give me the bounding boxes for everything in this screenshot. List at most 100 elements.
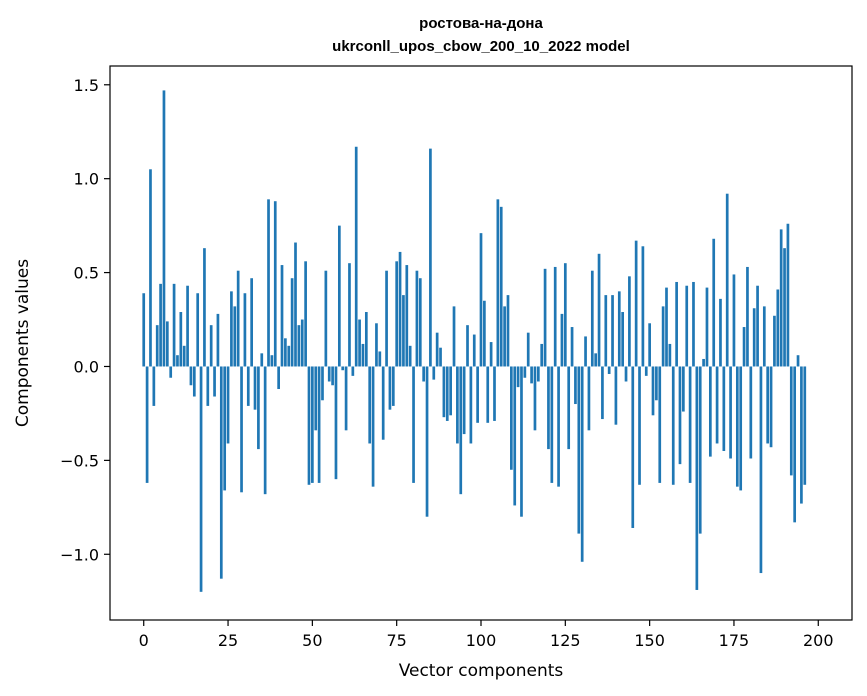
- bar: [469, 366, 473, 444]
- bar: [429, 148, 432, 367]
- bar: [472, 334, 476, 367]
- bar: [354, 146, 358, 367]
- bar: [641, 246, 645, 367]
- y-axis-label: Components values: [13, 259, 33, 427]
- bar: [658, 366, 662, 483]
- y-tick-label: 1.5: [74, 76, 99, 95]
- x-tick-label: 75: [387, 631, 407, 650]
- bar: [243, 293, 247, 367]
- bar: [422, 366, 426, 382]
- bar: [570, 327, 574, 367]
- bar: [155, 325, 159, 367]
- bar: [476, 366, 479, 423]
- bar: [540, 343, 544, 367]
- bar: [368, 366, 372, 444]
- bar: [287, 345, 291, 367]
- bar: [550, 366, 554, 483]
- bar: [776, 289, 780, 367]
- bar: [398, 251, 402, 367]
- bar: [364, 312, 368, 367]
- bar: [597, 253, 601, 367]
- bar: [149, 169, 152, 367]
- bar: [715, 366, 719, 444]
- bar: [412, 366, 415, 483]
- bar: [418, 278, 422, 367]
- bar: [425, 366, 429, 517]
- bar: [385, 270, 388, 367]
- bar: [267, 199, 270, 367]
- bar: [348, 263, 351, 367]
- bar: [729, 366, 732, 459]
- bar: [159, 283, 162, 367]
- x-tick-label: 150: [634, 631, 665, 650]
- bar: [719, 298, 722, 367]
- bar: [695, 366, 699, 590]
- bar: [486, 366, 490, 423]
- bar: [698, 366, 702, 534]
- bar: [246, 366, 250, 406]
- bar: [240, 366, 243, 493]
- bar: [206, 366, 210, 406]
- bar: [331, 366, 334, 386]
- bar: [203, 248, 206, 367]
- bar: [708, 366, 712, 457]
- bar: [692, 281, 695, 367]
- bar: [196, 293, 200, 367]
- x-tick-label: 125: [550, 631, 581, 650]
- bar: [493, 366, 496, 421]
- bar: [466, 325, 469, 367]
- bar: [415, 270, 419, 367]
- bar: [665, 287, 668, 367]
- bar: [176, 355, 179, 367]
- bar: [327, 366, 331, 382]
- y-axis-ticks: −1.0 −0.5 0.0 0.5 1.0 1.5: [60, 76, 110, 564]
- bar: [456, 366, 459, 444]
- x-axis-label: Vector components: [399, 661, 564, 681]
- bar: [142, 293, 146, 367]
- bar: [324, 270, 328, 367]
- bar: [395, 261, 399, 367]
- bar: [226, 366, 230, 444]
- bar: [702, 358, 705, 367]
- bar: [577, 366, 581, 534]
- bar: [459, 366, 463, 495]
- bar: [388, 366, 392, 410]
- bar: [284, 338, 287, 367]
- bar: [530, 366, 533, 384]
- bar: [321, 366, 324, 401]
- bar: [800, 366, 803, 504]
- bar: [793, 366, 797, 523]
- bar: [638, 366, 641, 485]
- bar: [435, 332, 439, 367]
- bar: [773, 315, 776, 367]
- bar: [722, 366, 726, 451]
- bar: [317, 366, 321, 483]
- x-tick-label: 0: [139, 631, 149, 650]
- bar: [479, 233, 483, 367]
- bar: [759, 366, 763, 574]
- bar: [712, 238, 716, 367]
- bar: [199, 366, 203, 592]
- bar: [358, 319, 361, 367]
- bar: [533, 366, 537, 431]
- bar: [351, 366, 355, 376]
- bar: [162, 90, 166, 367]
- bar: [769, 366, 773, 448]
- bar: [587, 366, 591, 431]
- bar: [668, 343, 672, 367]
- bar: [489, 342, 493, 367]
- plot-frame: [109, 65, 853, 621]
- bar: [145, 366, 149, 483]
- bar: [756, 285, 759, 367]
- bar: [725, 193, 729, 367]
- bar: [621, 312, 625, 367]
- bar: [516, 366, 520, 388]
- y-tick-label: −0.5: [60, 451, 99, 470]
- bar: [510, 366, 513, 470]
- bar: [381, 366, 385, 440]
- bar: [223, 366, 227, 491]
- bar: [213, 366, 216, 397]
- bar: [233, 306, 237, 367]
- bar: [543, 268, 547, 367]
- bar: [574, 366, 577, 405]
